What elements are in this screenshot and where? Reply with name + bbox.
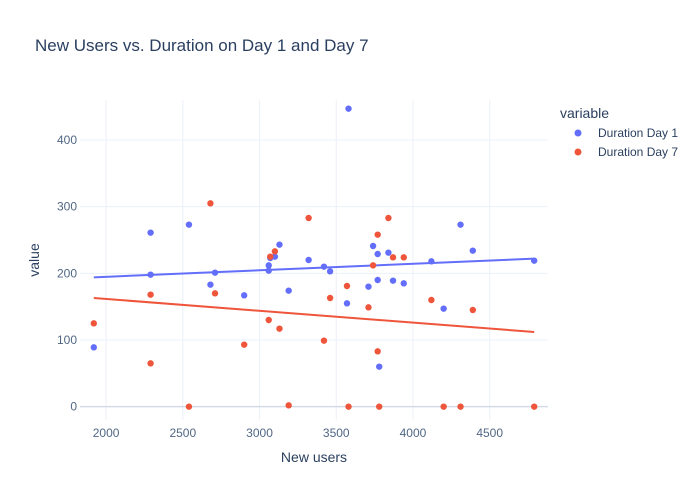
data-point-series-2[interactable] [376,403,383,410]
data-point-series-1[interactable] [265,267,272,274]
data-point-series-2[interactable] [147,291,154,298]
data-point-series-1[interactable] [365,283,372,290]
trendlines [93,257,535,333]
x-tick-label: 2500 [169,426,196,440]
data-point-series-2[interactable] [271,248,279,255]
x-axis-title: New users [281,449,347,465]
data-point-series-1[interactable] [326,268,334,275]
y-tick-label: 300 [57,200,77,214]
data-point-series-1[interactable] [376,363,383,370]
data-point-series-1[interactable] [385,249,392,256]
data-point-series-1[interactable] [369,242,377,250]
data-point-series-1[interactable] [265,262,272,269]
data-point-series-2[interactable] [343,282,351,290]
data-point-series-2[interactable] [320,337,328,344]
legend-items: Duration Day 1 Duration Day 7 [574,126,678,159]
x-axis-ticks: 2000 2500 3000 3500 4000 4500 [93,426,504,440]
y-axis-ticks: 0 100 200 300 400 [57,133,77,414]
data-point-series-2[interactable] [365,304,372,311]
data-point-series-2[interactable] [276,325,283,332]
data-point-series-1[interactable] [276,241,283,248]
data-point-series-2[interactable] [147,360,154,367]
y-tick-label: 0 [70,400,77,414]
data-point-series-2[interactable] [265,316,272,324]
data-point-series-1[interactable] [469,247,477,254]
trendline-1 [93,257,535,279]
data-point-series-2[interactable] [369,262,377,269]
plot-area [80,100,548,420]
x-tick-label: 4000 [400,426,427,440]
data-point-series-1[interactable] [389,277,397,284]
data-point-series-2[interactable] [267,253,274,260]
x-tick-label: 4500 [476,426,503,440]
data-point-series-2[interactable] [385,214,392,222]
data-point-series-2[interactable] [374,348,381,355]
data-point-series-1[interactable] [457,221,464,228]
data-point-series-2[interactable] [374,231,381,238]
data-point-series-1[interactable] [207,281,214,288]
data-point-series-1[interactable] [320,263,328,270]
data-point-series-2[interactable] [185,403,193,410]
data-point-series-2[interactable] [211,290,219,297]
data-point-series-2[interactable] [400,254,407,261]
data-point-series-2[interactable] [457,403,464,410]
data-point-series-1[interactable] [400,280,407,287]
chart-title: New Users vs. Duration on Day 1 and Day … [35,36,369,55]
legend-marker [574,129,582,137]
grid-lines [80,100,548,420]
legend-title: variable [560,105,609,121]
data-point-series-2[interactable] [389,254,397,261]
data-point-series-2[interactable] [530,403,538,410]
legend-label[interactable]: Duration Day 7 [598,145,678,159]
data-point-series-1[interactable] [530,257,538,264]
data-point-series-1[interactable] [185,221,193,228]
data-point-series-2[interactable] [469,306,477,314]
y-tick-label: 100 [57,333,77,347]
data-point-series-1[interactable] [90,344,98,351]
data-point-series-2[interactable] [428,296,435,304]
plot-background [80,100,548,420]
y-tick-label: 200 [57,266,77,280]
data-point-series-1[interactable] [305,256,312,264]
data-point-series-1[interactable] [240,292,248,299]
legend-marker [574,148,582,156]
data-point-series-1[interactable] [343,300,351,307]
x-tick-label: 2000 [93,426,120,440]
data-point-series-2[interactable] [285,402,292,409]
data-points [90,105,538,410]
data-point-series-2[interactable] [90,320,98,327]
y-axis-title: value [26,243,42,277]
data-point-series-1[interactable] [374,250,381,258]
data-point-series-1[interactable] [345,105,352,112]
legend: variable Duration Day 1 Duration Day 7 [560,105,678,159]
trendline-2 [93,297,535,333]
data-point-series-1[interactable] [147,229,154,236]
data-point-series-2[interactable] [345,403,352,410]
y-tick-label: 400 [57,133,77,147]
data-point-series-1[interactable] [374,276,381,284]
data-point-series-2[interactable] [305,214,312,222]
data-point-series-1[interactable] [271,253,279,260]
data-point-series-2[interactable] [326,294,334,302]
data-point-series-1[interactable] [211,269,219,276]
data-point-series-2[interactable] [207,200,214,207]
data-point-series-2[interactable] [440,403,447,410]
legend-label[interactable]: Duration Day 1 [598,126,678,140]
data-point-series-1[interactable] [428,258,435,265]
x-tick-label: 3500 [323,426,350,440]
data-point-series-1[interactable] [147,271,154,278]
data-point-series-2[interactable] [240,341,248,348]
data-point-series-1[interactable] [285,287,292,294]
x-tick-label: 3000 [246,426,273,440]
data-point-series-1[interactable] [440,305,447,312]
